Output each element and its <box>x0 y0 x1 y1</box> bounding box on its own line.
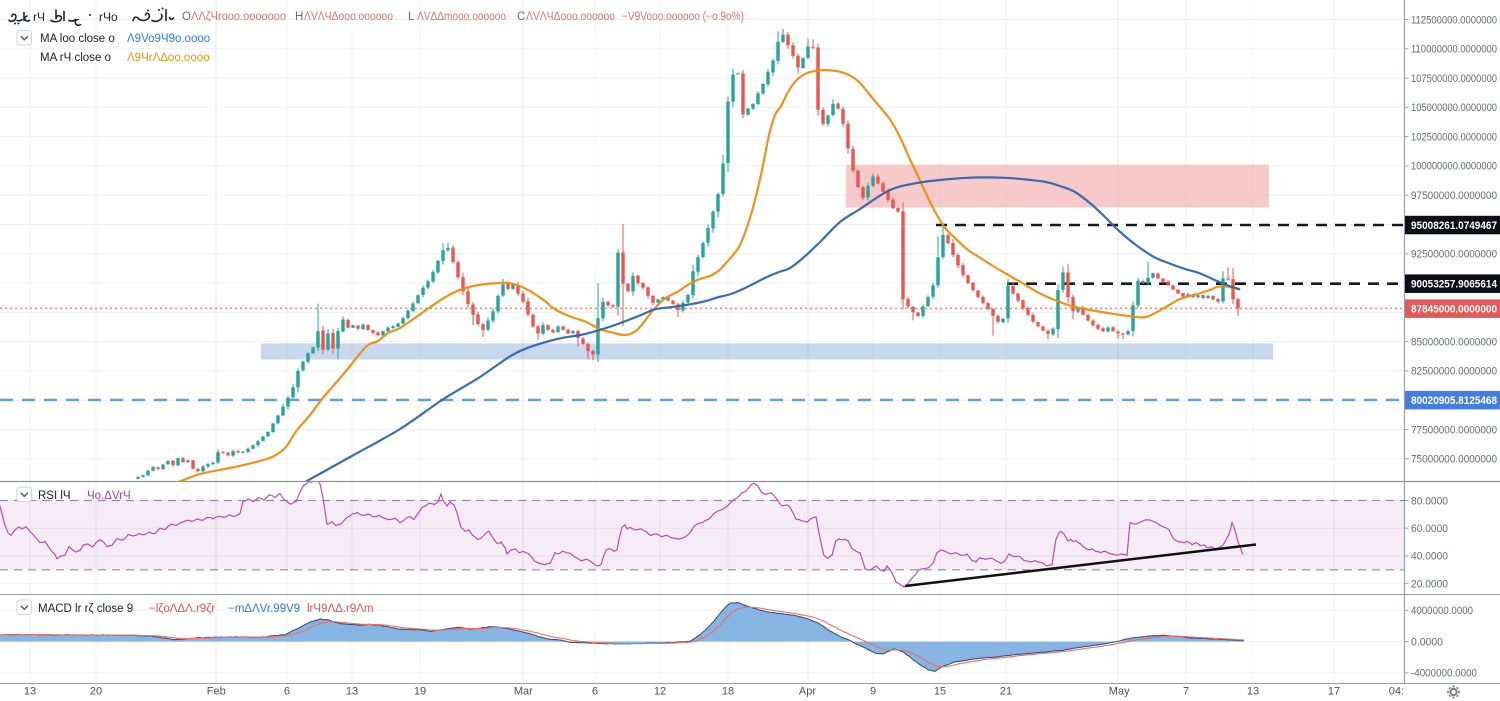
svg-text:102500000.0000000: 102500000.0000000 <box>1411 131 1497 143</box>
svg-text:20: 20 <box>90 686 102 698</box>
svg-text:107500000.0000000: 107500000.0000000 <box>1411 73 1497 85</box>
svg-text:85000000.0000000: 85000000.0000000 <box>1411 336 1497 348</box>
svg-text:Apr: Apr <box>799 686 816 698</box>
svg-text:13: 13 <box>24 686 36 698</box>
svg-text:9: 9 <box>870 686 876 698</box>
svg-text:−V9Vooo.oooooo (−o.9o%): −V9Vooo.oooooo (−o.9o%) <box>622 11 744 23</box>
svg-text:95008261.0749467: 95008261.0749467 <box>1411 220 1497 232</box>
svg-text:87845000.0000000: 87845000.0000000 <box>1411 304 1497 316</box>
svg-text:80020905.8125468: 80020905.8125468 <box>1411 395 1497 407</box>
svg-text:MA loo close o: MA loo close o <box>40 33 115 45</box>
svg-text:6: 6 <box>284 686 290 698</box>
svg-text:60.0000: 60.0000 <box>1411 523 1448 535</box>
svg-text:18: 18 <box>722 686 734 698</box>
svg-text:Mar: Mar <box>514 686 533 698</box>
svg-text:82500000.0000000: 82500000.0000000 <box>1411 366 1497 378</box>
svg-text:Чo.ΔVrЧ: Чo.ΔVrЧ <box>87 490 131 502</box>
svg-text:ΛΛζЧrooo.ooooooo: ΛΛζЧrooo.ooooooo <box>191 11 286 23</box>
svg-text:RSI lЧ: RSI lЧ <box>38 490 71 502</box>
svg-text:Λ9Vo9Ч9o.oooo: Λ9Vo9Ч9o.oooo <box>127 33 210 45</box>
svg-text:MA rЧ close o: MA rЧ close o <box>40 52 111 64</box>
svg-text:17: 17 <box>1328 686 1340 698</box>
svg-text:6: 6 <box>592 686 598 698</box>
svg-text:−mΔΛVr.99V9: −mΔΛVr.99V9 <box>228 603 300 615</box>
svg-text:15: 15 <box>934 686 946 698</box>
svg-text:Feb: Feb <box>207 686 226 698</box>
svg-text:Λ9ЧrΛΔoo.oooo: Λ9ЧrΛΔoo.oooo <box>127 52 210 64</box>
svg-text:19: 19 <box>414 686 426 698</box>
svg-text:20.0000: 20.0000 <box>1411 578 1448 590</box>
svg-text:−lζoΛΔΛ.r9ζr: −lζoΛΔΛ.r9ζr <box>149 603 215 615</box>
svg-text:ΛVΔΔmooo.oooooo: ΛVΔΔmooo.oooooo <box>417 11 506 23</box>
svg-text:C: C <box>517 11 525 23</box>
svg-text:ΛVΛЧΔooo.oooooo: ΛVΛЧΔooo.oooooo <box>304 11 393 23</box>
svg-text:13: 13 <box>346 686 358 698</box>
svg-text:12: 12 <box>654 686 666 698</box>
svg-text:L: L <box>408 11 415 23</box>
svg-text:May: May <box>1109 686 1130 698</box>
svg-text:110000000.0000000: 110000000.0000000 <box>1411 44 1497 56</box>
svg-text:MACD lr rζ close 9: MACD lr rζ close 9 <box>38 603 133 615</box>
svg-text:100000000.0000000: 100000000.0000000 <box>1411 161 1497 173</box>
svg-text:-4000000.0000: -4000000.0000 <box>1411 668 1477 680</box>
svg-text:04:: 04: <box>1389 686 1404 698</box>
svg-text:90053257.9065614: 90053257.9065614 <box>1411 279 1498 291</box>
svg-text:13: 13 <box>1247 686 1259 698</box>
svg-text:H: H <box>295 11 303 23</box>
svg-text:75000000.0000000: 75000000.0000000 <box>1411 454 1497 466</box>
svg-text:40.0000: 40.0000 <box>1411 551 1448 563</box>
svg-text:ΛVΛЧΔooo.oooooo: ΛVΛЧΔooo.oooooo <box>526 11 615 23</box>
svg-text:0.0000: 0.0000 <box>1411 636 1443 648</box>
svg-text:21: 21 <box>1000 686 1012 698</box>
svg-text:4000000.0000: 4000000.0000 <box>1411 605 1473 617</box>
svg-text:lrЧ9ΛΔ.r9Λm: lrЧ9ΛΔ.r9Λm <box>307 603 374 615</box>
svg-text:7: 7 <box>1183 686 1189 698</box>
svg-text:rЧo: rЧo <box>99 10 118 24</box>
svg-text:77500000.0000000: 77500000.0000000 <box>1411 424 1497 436</box>
svg-text:O: O <box>182 11 191 23</box>
svg-text:105000000.0000000: 105000000.0000000 <box>1411 102 1497 114</box>
svg-text:92500000.0000000: 92500000.0000000 <box>1411 249 1497 261</box>
svg-text:rЧ: rЧ <box>33 10 45 24</box>
svg-text:112500000.0000000: 112500000.0000000 <box>1411 14 1497 26</box>
svg-text:97500000.0000000: 97500000.0000000 <box>1411 190 1497 202</box>
svg-text:80.0000: 80.0000 <box>1411 495 1448 507</box>
